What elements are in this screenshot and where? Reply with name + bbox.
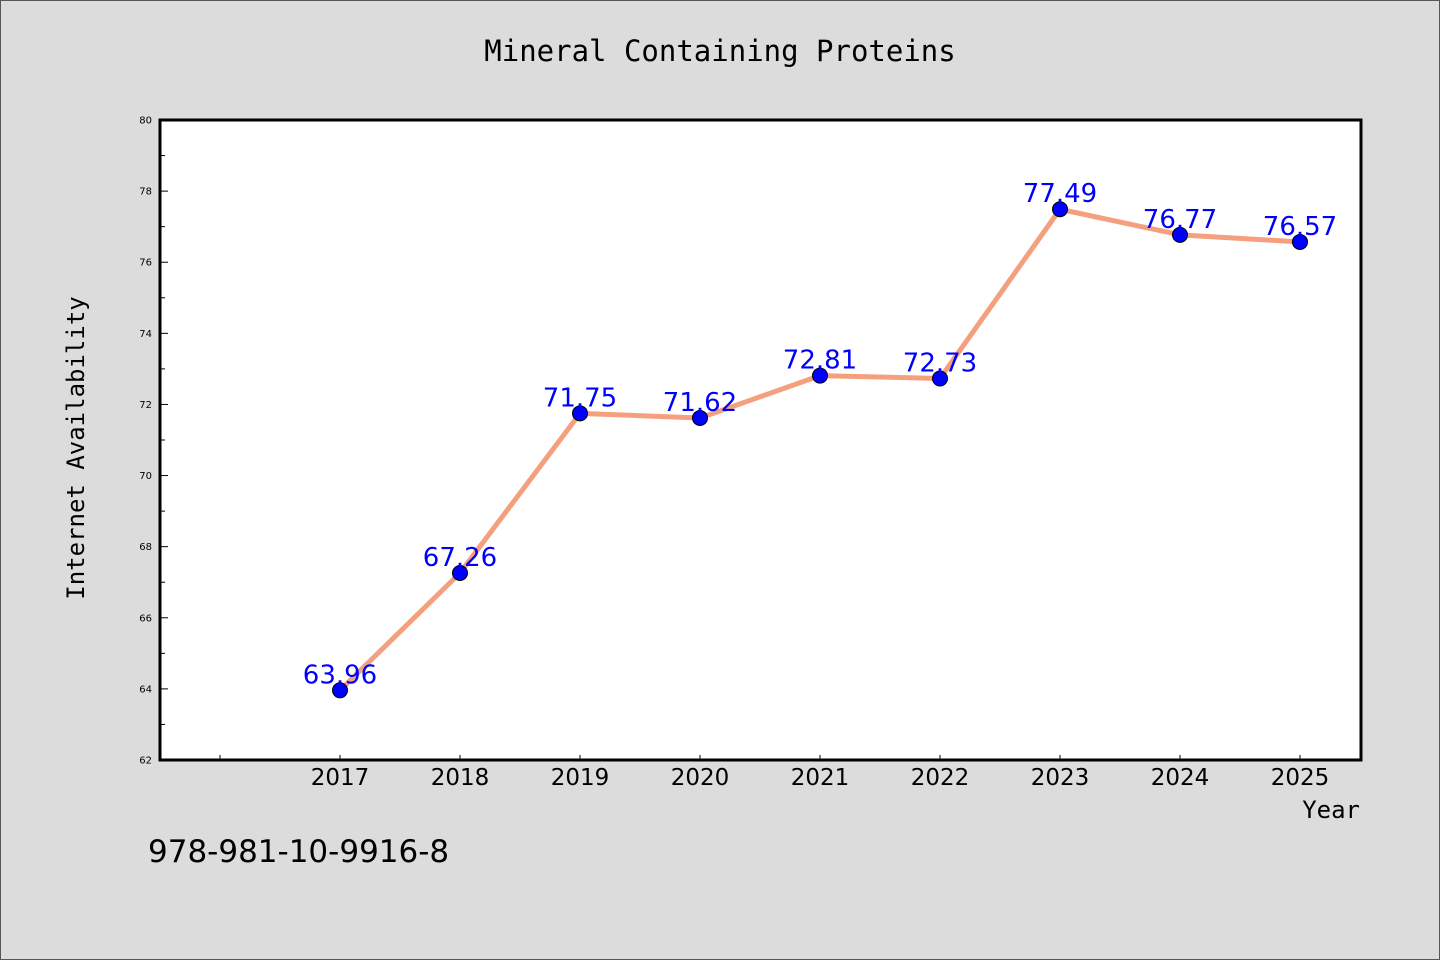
y-tick-label: 64 — [139, 684, 152, 695]
x-axis-label: Year — [1302, 796, 1360, 824]
x-tick-label: 2019 — [551, 765, 610, 791]
data-point — [332, 682, 348, 699]
data-point — [1172, 226, 1188, 243]
y-tick-label: 68 — [139, 542, 152, 553]
data-label: 76.77 — [1143, 205, 1217, 235]
data-point — [572, 405, 588, 422]
data-point — [692, 409, 708, 426]
data-point — [932, 370, 948, 387]
data-label: 72.81 — [783, 346, 857, 376]
y-tick-label: 76 — [139, 258, 152, 269]
y-tick-label: 66 — [139, 613, 152, 624]
x-tick-label: 2023 — [1031, 765, 1090, 791]
y-tick-label: 72 — [139, 400, 152, 411]
x-tick-label: 2021 — [791, 765, 850, 791]
x-tick-label: 2024 — [1151, 765, 1210, 791]
data-label: 77.49 — [1023, 179, 1097, 209]
data-label: 71.62 — [663, 388, 737, 418]
y-tick-label: 80 — [139, 116, 152, 127]
plot-area — [160, 120, 1361, 760]
y-tick-label: 78 — [139, 187, 152, 198]
x-tick-label: 2025 — [1271, 765, 1330, 791]
y-tick-label: 62 — [139, 756, 152, 767]
x-tick-label: 2022 — [911, 765, 970, 791]
data-point — [1292, 233, 1308, 250]
plot-border — [158, 118, 1363, 762]
data-label: 71.75 — [543, 383, 617, 413]
footnote-isbn: 978-981-10-9916-8 — [148, 834, 450, 870]
x-tick-label: 2018 — [431, 765, 490, 791]
data-point — [812, 367, 828, 384]
y-tick-label: 74 — [139, 329, 152, 340]
x-tick-label: 2020 — [671, 765, 730, 791]
data-label: 72.73 — [903, 348, 977, 378]
chart-title: Mineral Containing Proteins — [484, 34, 956, 68]
y-tick-label: 70 — [139, 471, 152, 482]
data-point — [452, 564, 468, 581]
data-point — [1052, 201, 1068, 218]
x-tick-label: 2017 — [311, 765, 370, 791]
data-label: 76.57 — [1263, 212, 1337, 242]
data-label: 67.26 — [423, 543, 497, 573]
data-label: 63.96 — [303, 660, 377, 690]
